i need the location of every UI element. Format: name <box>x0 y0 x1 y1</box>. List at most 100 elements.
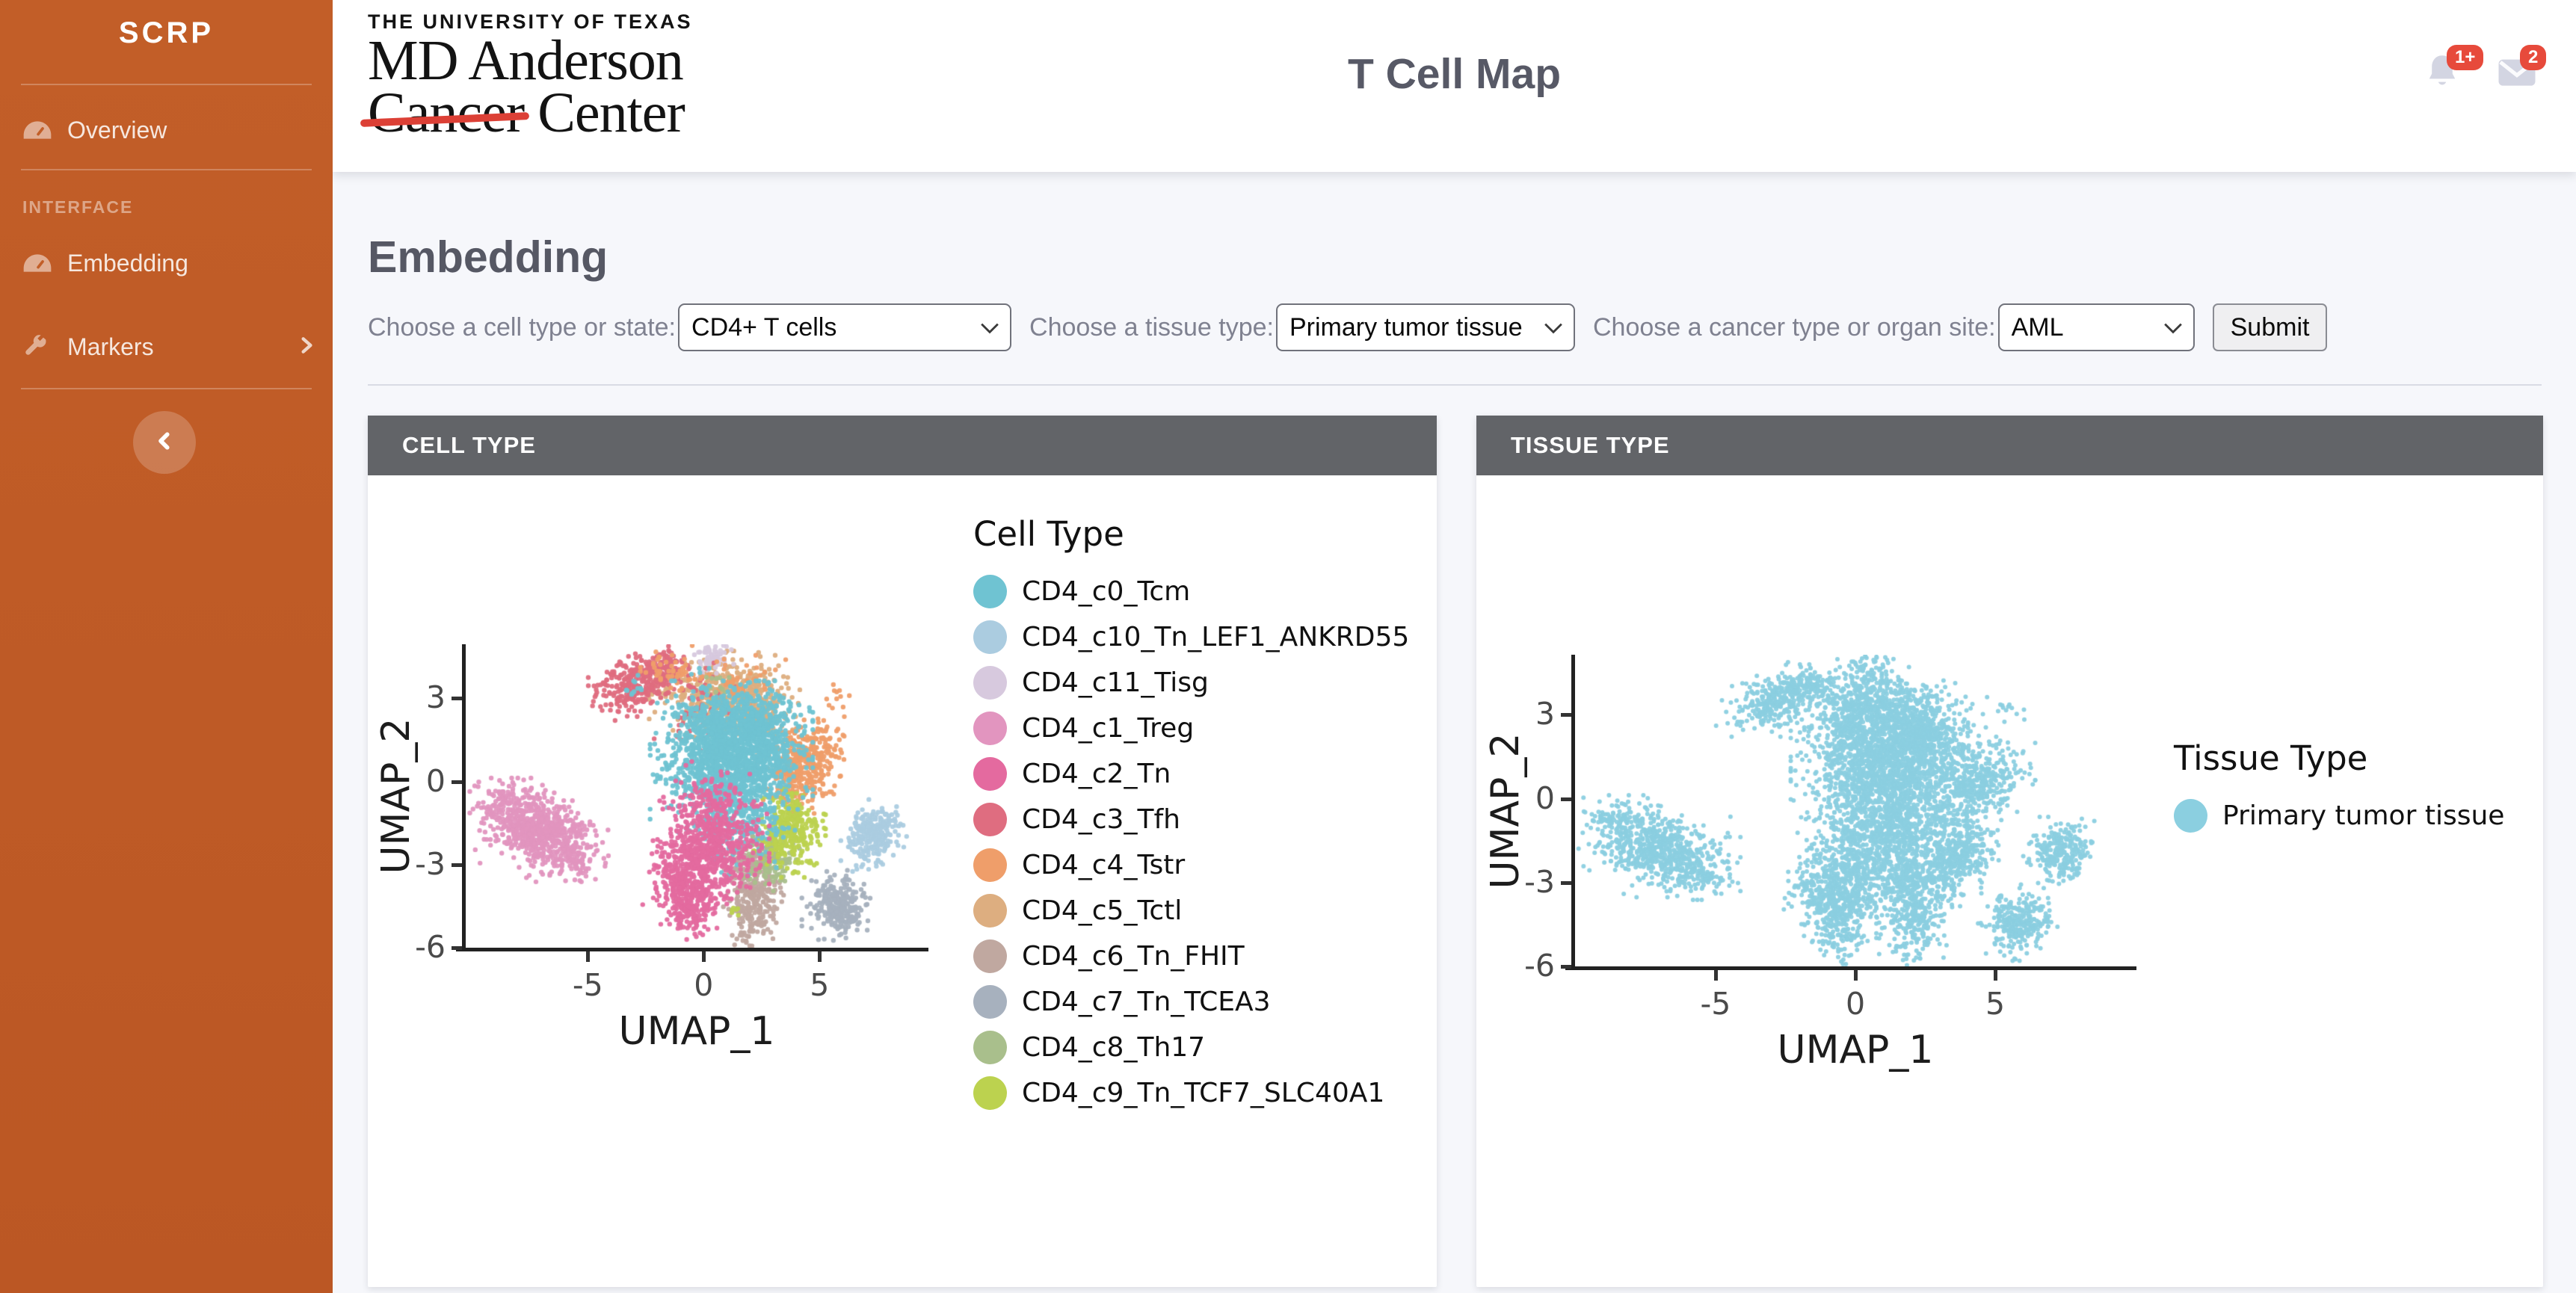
section-heading: Embedding <box>368 232 608 282</box>
envelope-icon <box>2496 59 2538 94</box>
legend-swatch <box>973 1031 1007 1064</box>
legend-label: CD4_c0_Tcm <box>1022 576 1191 607</box>
legend-label: CD4_c9_Tn_TCF7_SLC40A1 <box>1022 1078 1385 1108</box>
tissue-type-label: Choose a tissue type: <box>1029 312 1274 342</box>
legend-swatch <box>973 712 1007 745</box>
sidebar-item-markers[interactable]: Markers <box>22 323 316 371</box>
x-tick-mark <box>586 951 591 962</box>
legend-item: CD4_c2_Tn <box>973 757 1409 791</box>
legend-swatch <box>973 894 1007 928</box>
legend-label: CD4_c3_Tfh <box>1022 804 1180 835</box>
x-tick-mark <box>1854 970 1858 981</box>
brand[interactable]: SCRP <box>118 16 215 49</box>
x-tick-label: 5 <box>810 967 830 1003</box>
cancer-type-select[interactable]: AML <box>1997 303 2195 351</box>
y-tick-mark <box>1561 880 1571 885</box>
notifications-badge: 1+ <box>2447 45 2484 70</box>
cell-type-select[interactable]: CD4+ T cells <box>678 303 1012 351</box>
legend-label: CD4_c2_Tn <box>1022 759 1171 789</box>
legend-swatch <box>973 848 1007 882</box>
x-tick-label: 5 <box>1985 986 2006 1022</box>
legend-item: CD4_c11_Tisg <box>973 666 1409 700</box>
legend-swatch <box>973 620 1007 654</box>
y-tick-mark <box>1561 965 1571 969</box>
legend-item: CD4_c7_Tn_TCEA3 <box>973 985 1409 1019</box>
legend-label: CD4_c8_Th17 <box>1022 1032 1206 1063</box>
y-tick-label: -3 <box>1524 863 1555 900</box>
legend-item: CD4_c10_Tn_LEF1_ANKRD55 <box>973 620 1409 654</box>
logo-line2: MD Anderson <box>368 29 684 92</box>
legend-swatch <box>973 939 1007 973</box>
chevron-right-icon <box>297 333 316 361</box>
cell-type-scatter-canvas <box>465 644 928 948</box>
x-axis-line <box>456 948 928 951</box>
sidebar-item-embedding[interactable]: Embedding <box>22 239 316 287</box>
legend-label: CD4_c10_Tn_LEF1_ANKRD55 <box>1022 622 1410 652</box>
legend-swatch <box>973 575 1007 608</box>
md-anderson-logo: THE UNIVERSITY OF TEXAS MD Anderson Canc… <box>368 10 693 144</box>
logo-line3: Cancer Center <box>368 81 693 144</box>
legend-item: CD4_c5_Tctl <box>973 894 1409 928</box>
controls-row: Choose a cell type or state: CD4+ T cell… <box>368 303 2328 351</box>
panel-header: CELL TYPE <box>368 416 1437 475</box>
legend-label: Primary tumor tissue <box>2222 800 2505 831</box>
y-tick-mark <box>452 780 462 784</box>
x-tick-label: 0 <box>1845 986 1866 1022</box>
chevron-left-icon <box>153 430 176 456</box>
logo-line1: THE UNIVERSITY OF TEXAS <box>368 10 693 33</box>
y-tick-mark <box>1561 797 1571 801</box>
legend-item: CD4_c9_Tn_TCF7_SLC40A1 <box>973 1076 1409 1110</box>
y-tick-mark <box>452 697 462 701</box>
legend-item: CD4_c4_Tstr <box>973 848 1409 882</box>
legend-title: Tissue Type <box>2174 738 2368 778</box>
tissue-type-select[interactable]: Primary tumor tissue <box>1275 303 1575 351</box>
logo-center: Center <box>537 81 685 144</box>
topbar: THE UNIVERSITY OF TEXAS MD Anderson Canc… <box>333 0 2576 172</box>
panel-header: TISSUE TYPE <box>1476 416 2543 475</box>
y-axis-line <box>1571 655 1575 970</box>
legend-label: CD4_c6_Tn_FHIT <box>1022 941 1245 972</box>
bell-icon <box>2423 55 2462 97</box>
sidebar-divider <box>21 84 312 85</box>
legend-item: CD4_c0_Tcm <box>973 575 1409 608</box>
divider <box>368 384 2542 386</box>
x-axis-title: UMAP_1 <box>1777 1028 1934 1073</box>
y-tick-label: 3 <box>425 679 446 716</box>
sidebar-item-label: Embedding <box>67 249 188 277</box>
messages-button[interactable]: 2 <box>2496 45 2548 109</box>
y-tick-label: 0 <box>425 762 446 799</box>
sidebar-section-label: INTERFACE <box>22 197 134 217</box>
y-axis-line <box>462 644 466 951</box>
legend-label: CD4_c11_Tisg <box>1022 667 1209 698</box>
x-tick-mark <box>1713 970 1718 981</box>
x-tick-mark <box>1994 970 1998 981</box>
submit-button[interactable]: Submit <box>2212 303 2328 351</box>
sidebar: SCRP Overview INTERFACE Embedding Marker… <box>0 0 333 1293</box>
legend-label: CD4_c1_Treg <box>1022 713 1195 744</box>
y-tick-label: -6 <box>415 929 446 965</box>
sidebar-collapse-button[interactable] <box>133 411 196 474</box>
legend-swatch <box>973 1076 1007 1110</box>
x-tick-label: -5 <box>572 967 603 1003</box>
logo-cancer-struck: Cancer <box>368 81 525 144</box>
sidebar-item-overview[interactable]: Overview <box>22 106 316 154</box>
page-title: T Cell Map <box>1347 50 1562 98</box>
legend-item: Primary tumor tissue <box>2174 799 2504 833</box>
legend-swatch <box>973 803 1007 836</box>
legend-item: CD4_c6_Tn_FHIT <box>973 939 1409 973</box>
gauge-icon <box>22 253 55 274</box>
legend-swatch <box>973 757 1007 791</box>
legend-item: CD4_c8_Th17 <box>973 1031 1409 1064</box>
sidebar-divider <box>21 388 312 389</box>
x-tick-label: -5 <box>1700 986 1731 1022</box>
notifications-button[interactable]: 1+ <box>2423 45 2484 109</box>
legend-swatch <box>973 666 1007 700</box>
x-axis-line <box>1565 966 2136 970</box>
legend-label: CD4_c5_Tctl <box>1022 895 1183 926</box>
x-tick-mark <box>818 951 822 962</box>
messages-badge: 2 <box>2520 45 2547 70</box>
tissue-type-legend: Tissue Type Primary tumor tissue <box>2174 738 2504 845</box>
sidebar-divider <box>21 169 312 170</box>
x-tick-label: 0 <box>694 967 714 1003</box>
